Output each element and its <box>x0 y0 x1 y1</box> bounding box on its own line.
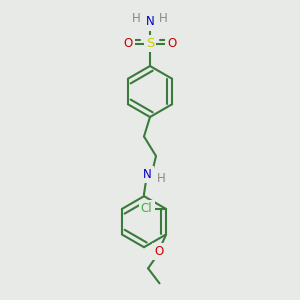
Text: N: N <box>146 15 154 28</box>
Text: H: H <box>132 12 141 25</box>
Text: Cl: Cl <box>141 202 152 215</box>
Text: H: H <box>157 172 166 185</box>
Text: N: N <box>143 168 152 181</box>
Text: O: O <box>154 245 163 258</box>
Text: H: H <box>159 12 168 25</box>
Text: O: O <box>167 37 176 50</box>
Text: S: S <box>146 37 154 50</box>
Text: O: O <box>124 37 133 50</box>
